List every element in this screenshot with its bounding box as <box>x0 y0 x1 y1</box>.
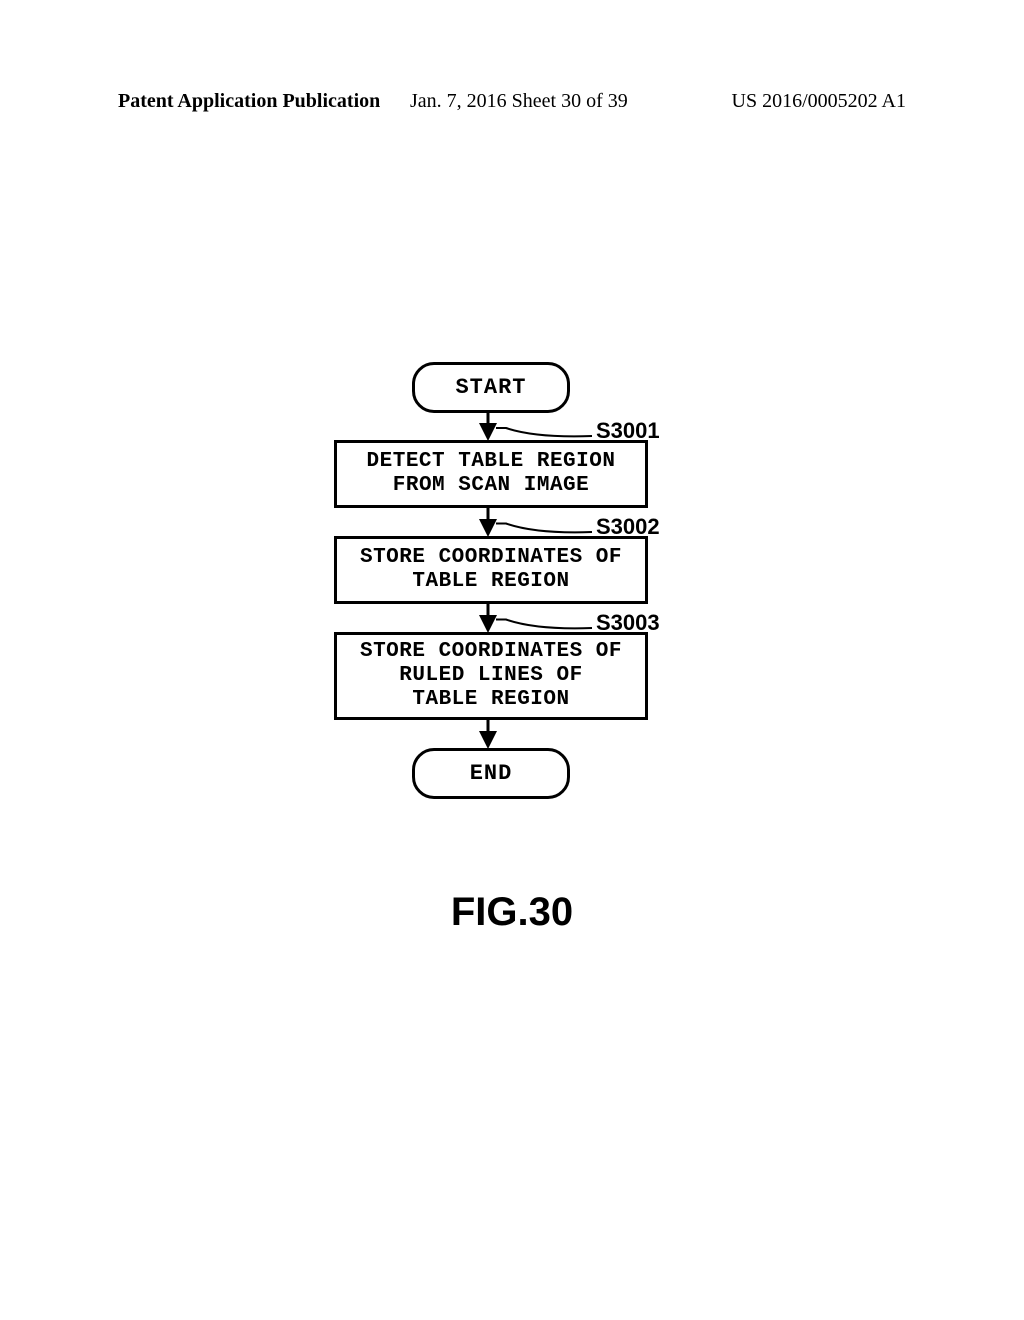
step-label-s3003: S3003 <box>596 610 660 636</box>
flow-node-s3001: DETECT TABLE REGIONFROM SCAN IMAGE <box>334 440 648 508</box>
flow-node-s3003: STORE COORDINATES OFRULED LINES OFTABLE … <box>334 632 648 720</box>
step-label-s3001: S3001 <box>596 418 660 444</box>
flow-node-start: START <box>412 362 570 413</box>
flow-node-s3002: STORE COORDINATES OFTABLE REGION <box>334 536 648 604</box>
flow-node-end: END <box>412 748 570 799</box>
figure-label: FIG.30 <box>0 890 1024 935</box>
step-label-s3002: S3002 <box>596 514 660 540</box>
